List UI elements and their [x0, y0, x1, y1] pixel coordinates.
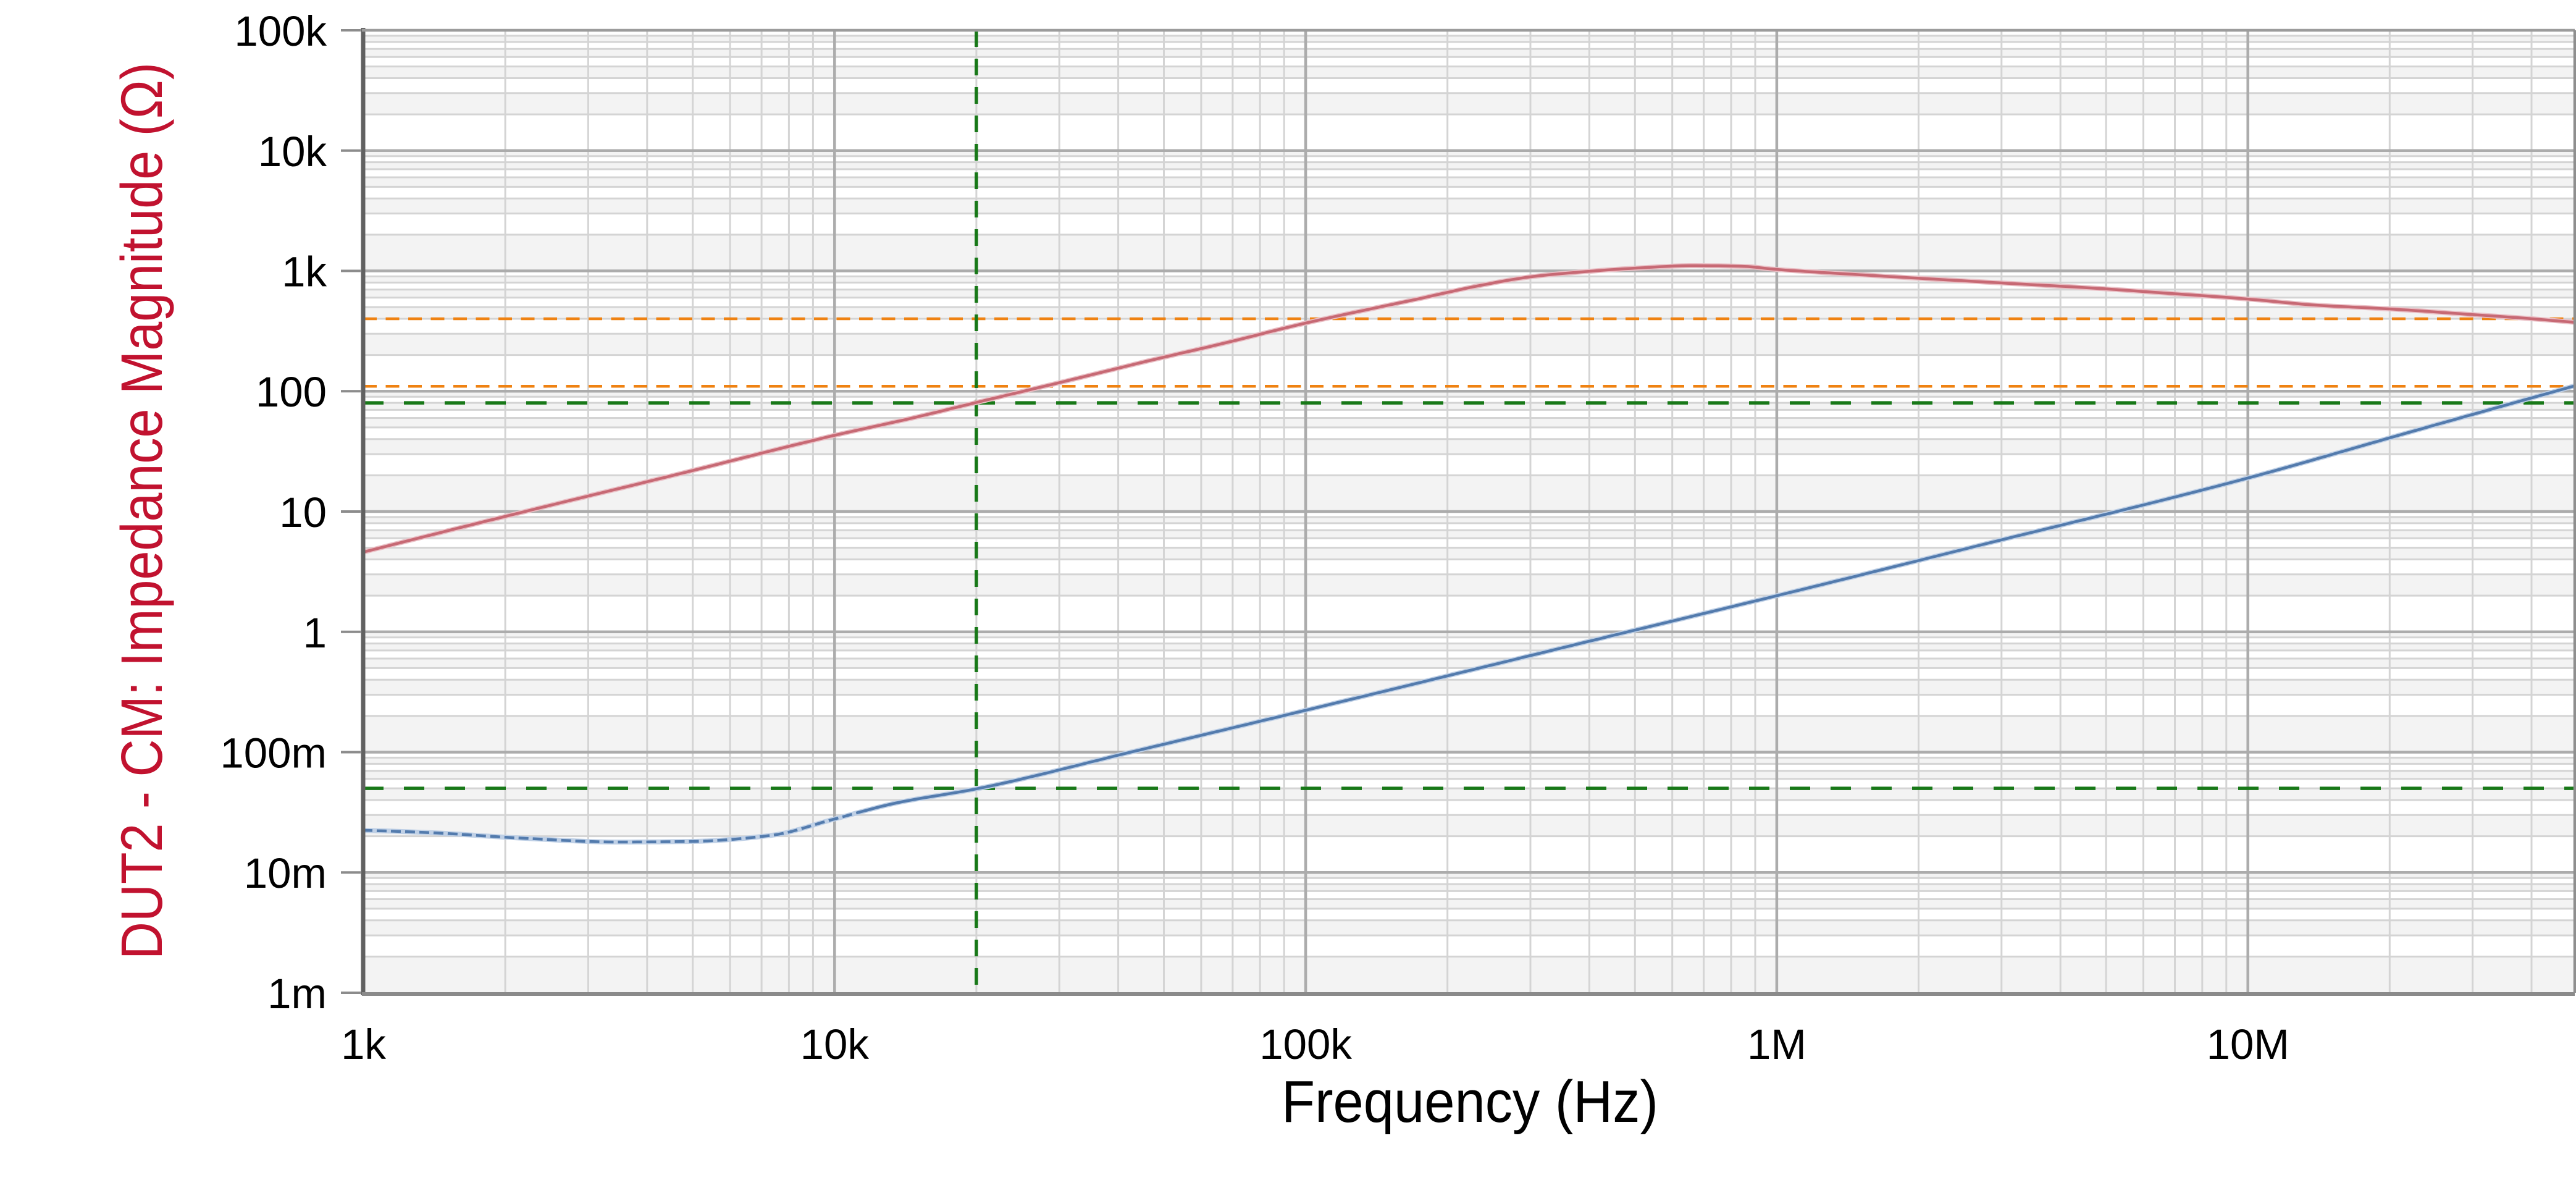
svg-text:10k: 10k: [258, 128, 327, 175]
svg-text:100: 100: [256, 368, 327, 416]
svg-text:10M: 10M: [2207, 1021, 2289, 1068]
svg-text:100k: 100k: [234, 7, 327, 55]
svg-text:100k: 100k: [1259, 1021, 1352, 1068]
svg-text:1m: 1m: [267, 970, 327, 1017]
svg-text:100m: 100m: [220, 730, 327, 777]
svg-text:1: 1: [303, 609, 327, 657]
svg-text:1k: 1k: [282, 248, 327, 296]
svg-text:1M: 1M: [1747, 1021, 1806, 1068]
svg-text:DUT2 - CM: Impedance Magnitude: DUT2 - CM: Impedance Magnitude (Ω): [109, 62, 175, 959]
svg-text:10: 10: [279, 489, 327, 536]
svg-text:10k: 10k: [800, 1021, 870, 1068]
svg-text:10m: 10m: [244, 849, 327, 897]
svg-text:1k: 1k: [341, 1021, 386, 1068]
svg-text:Frequency (Hz): Frequency (Hz): [1282, 1069, 1658, 1135]
